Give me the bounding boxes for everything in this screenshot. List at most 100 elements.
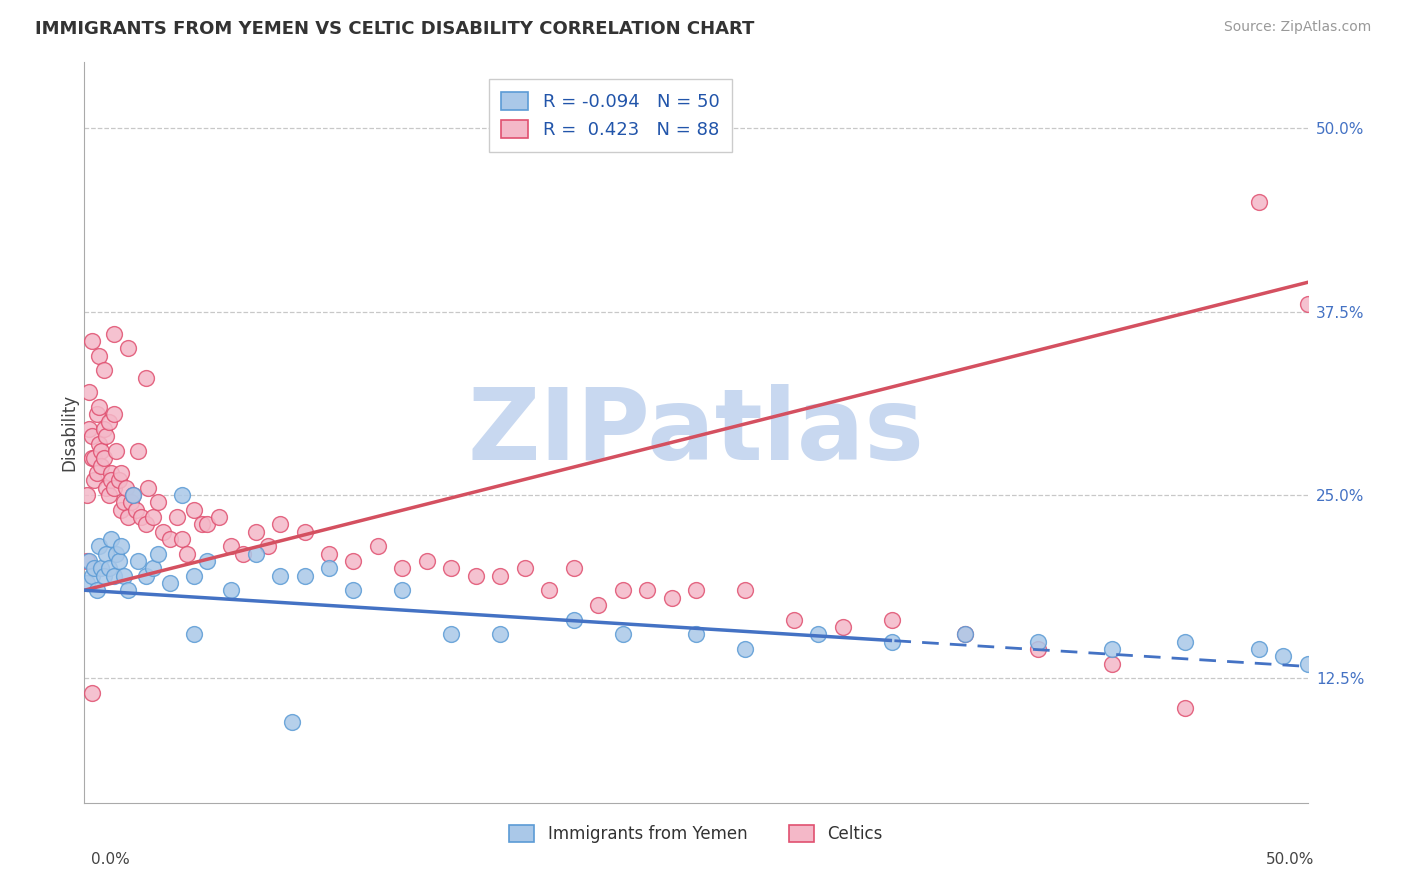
Text: ZIPatlas: ZIPatlas [468,384,924,481]
Point [880,613,903,627]
Text: 50.0%: 50.0% [1267,852,1315,867]
Point [219,539,242,553]
Point [77,385,100,400]
Point [136,481,159,495]
Point [117,341,139,355]
Point [1028,641,1050,656]
Point [80,334,103,348]
Point [83,451,105,466]
Point [110,502,132,516]
Point [166,510,188,524]
Point [391,561,413,575]
Point [1272,649,1295,664]
Point [112,495,135,509]
Point [489,627,512,641]
Point [135,568,157,582]
Point [1247,641,1270,656]
Point [120,495,142,509]
Point [90,561,112,575]
Point [416,554,439,568]
Point [87,400,110,414]
Point [142,510,165,524]
Point [342,583,364,598]
Point [342,554,364,568]
Text: IMMIGRANTS FROM YEMEN VS CELTIC DISABILITY CORRELATION CHART: IMMIGRANTS FROM YEMEN VS CELTIC DISABILI… [35,20,755,37]
Point [1296,657,1319,671]
Point [159,532,181,546]
Point [142,561,165,575]
Point [281,715,304,730]
Point [1101,641,1123,656]
Point [96,547,118,561]
Point [257,539,280,553]
Point [77,554,100,568]
Point [953,627,976,641]
Point [176,547,198,561]
Point [152,524,174,539]
Point [96,481,118,495]
Point [90,458,112,473]
Point [1101,657,1123,671]
Y-axis label: Disability: Disability [60,394,79,471]
Point [100,466,122,480]
Point [87,349,110,363]
Point [103,568,125,582]
Point [93,363,115,377]
Point [159,575,181,590]
Point [612,583,634,598]
Point [80,686,103,700]
Point [146,495,169,509]
Point [831,620,853,634]
Point [100,532,122,546]
Point [734,641,756,656]
Point [105,444,128,458]
Point [83,561,105,575]
Point [103,481,125,495]
Point [172,532,194,546]
Point [97,415,120,429]
Point [127,444,149,458]
Point [115,481,138,495]
Point [103,407,125,421]
Point [80,429,103,443]
Point [440,561,463,575]
Point [661,591,683,605]
Point [1174,634,1197,648]
Point [562,613,585,627]
Point [125,502,148,516]
Point [127,554,149,568]
Point [440,627,463,641]
Point [232,547,254,561]
Point [83,473,105,487]
Point [112,568,135,582]
Point [90,444,112,458]
Point [87,539,110,553]
Point [489,568,512,582]
Point [183,502,205,516]
Point [135,517,157,532]
Point [734,583,756,598]
Point [100,473,122,487]
Point [96,429,118,443]
Point [93,451,115,466]
Point [135,370,157,384]
Point [80,451,103,466]
Point [294,524,316,539]
Point [97,561,120,575]
Text: 0.0%: 0.0% [91,852,131,867]
Point [245,547,267,561]
Point [105,547,128,561]
Point [195,554,218,568]
Point [880,634,903,648]
Point [110,539,132,553]
Point [367,539,389,553]
Point [77,422,100,436]
Point [318,547,340,561]
Point [117,510,139,524]
Point [110,466,132,480]
Point [783,613,806,627]
Point [562,561,585,575]
Point [86,583,108,598]
Point [97,488,120,502]
Point [195,517,218,532]
